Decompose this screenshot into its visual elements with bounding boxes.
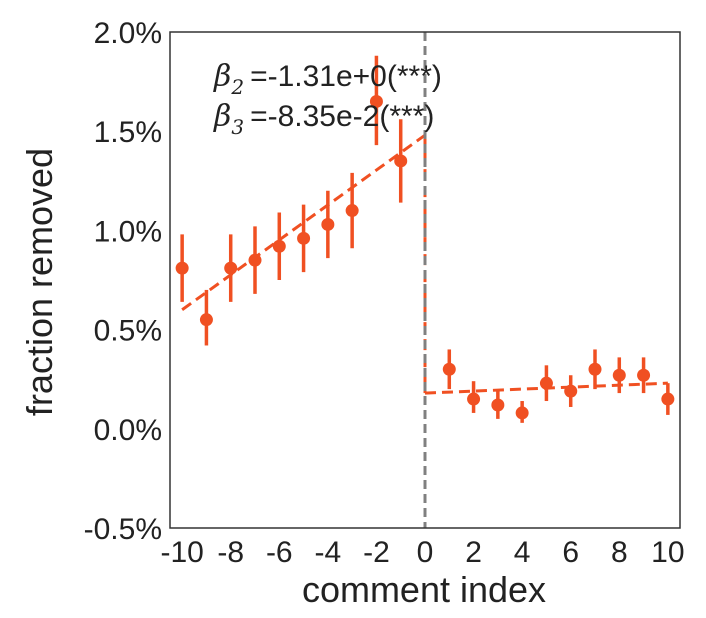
annotation-beta2-subscript: 2	[230, 75, 244, 99]
x-axis-title: comment index	[302, 569, 546, 610]
annotation-beta2-text: =-1.31e+0(***)	[250, 60, 442, 93]
x-tick-label: 6	[562, 536, 579, 569]
data-point	[637, 368, 651, 382]
svg-text:β3=-8.35e-2(***): β3 =-8.35e-2(***)	[213, 99, 434, 139]
x-tick-label: -2	[363, 536, 390, 569]
data-point	[539, 376, 553, 390]
y-tick-labels: -0.5% 0.0% 0.5% 1.0% 1.5% 2.0%	[84, 17, 162, 546]
data-points	[175, 94, 675, 420]
data-point	[491, 398, 505, 412]
data-point	[661, 392, 675, 406]
data-point	[321, 217, 335, 231]
y-tick-label: 1.0%	[94, 215, 162, 248]
data-point	[272, 239, 286, 253]
annotation-beta2-symbol: β	[213, 59, 231, 94]
annotation-beta3: β3 =-8.35e-2(***)	[213, 99, 434, 139]
annotation-beta3-symbol: β	[213, 99, 231, 134]
data-point	[369, 94, 383, 108]
x-tick-label: 0	[417, 536, 434, 569]
data-point	[248, 253, 262, 267]
x-tick-label: -8	[217, 536, 244, 569]
x-tick-label: 4	[514, 536, 531, 569]
data-point	[612, 368, 626, 382]
svg-text:β2=-1.31e+0(***): β2 =-1.31e+0(***)	[213, 59, 442, 99]
data-point	[515, 406, 529, 420]
annotation-beta3-text: =-8.35e-2(***)	[250, 100, 434, 133]
y-tick-label: 0.5%	[94, 315, 162, 348]
x-tick-label: 2	[465, 536, 482, 569]
data-point	[224, 261, 238, 275]
x-tick-label: 10	[651, 536, 684, 569]
x-tick-label: 8	[611, 536, 628, 569]
data-point	[394, 154, 408, 168]
y-tick-label: -0.5%	[84, 513, 162, 546]
data-point	[442, 362, 456, 376]
data-point	[175, 261, 189, 275]
y-tick-label: 1.5%	[94, 116, 162, 149]
y-axis-title: fraction removed	[19, 148, 60, 416]
x-tick-labels: -10 -8 -6 -4 -2 0 2 4 6 8 10	[160, 536, 684, 569]
data-point	[297, 231, 311, 245]
plot-frame	[169, 31, 681, 529]
x-tick-label: -6	[266, 536, 293, 569]
data-point	[588, 362, 602, 376]
x-tick-label: -4	[315, 536, 342, 569]
annotation-beta2: β2 =-1.31e+0(***)	[213, 59, 442, 99]
annotation-beta3-subscript: 3	[231, 115, 244, 139]
data-point	[345, 204, 359, 218]
y-tick-label: 0.0%	[94, 414, 162, 447]
data-point	[199, 313, 213, 327]
y-tick-label: 2.0%	[94, 17, 162, 50]
data-point	[467, 392, 481, 406]
x-tick-label: -10	[160, 536, 203, 569]
data-point	[564, 384, 578, 398]
